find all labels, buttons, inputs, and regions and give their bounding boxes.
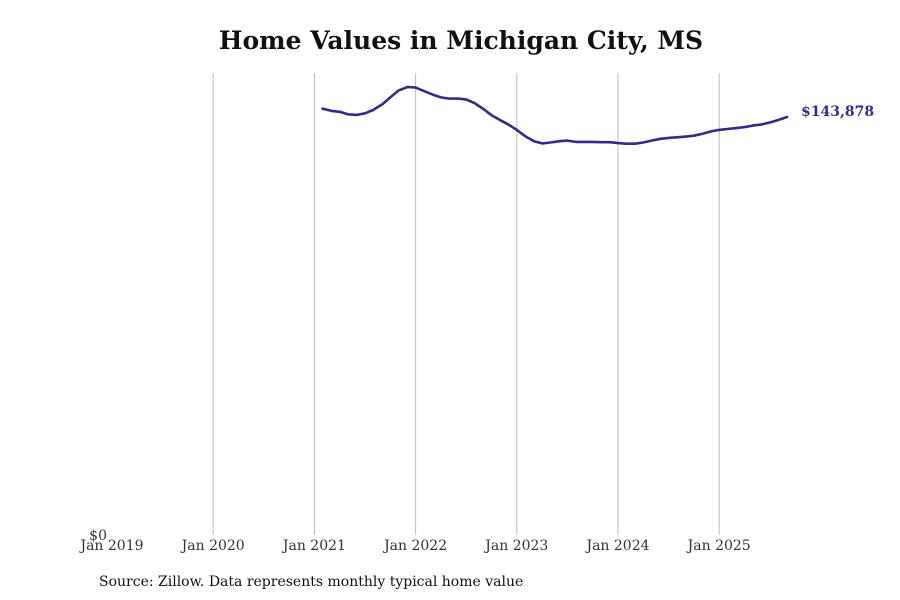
x-tick-label: Jan 2022: [382, 538, 447, 554]
series-group: [321, 85, 789, 145]
end-value-label: $143,878: [801, 104, 874, 120]
x-tick-label: Jan 2021: [281, 538, 346, 554]
series-line: [321, 85, 789, 145]
x-tick-label: Jan 2024: [584, 538, 649, 554]
x-tick-label: Jan 2019: [78, 538, 143, 554]
source-note: Source: Zillow. Data represents monthly …: [99, 574, 524, 590]
x-axis: Jan 2019 Jan 2020 Jan 2021 Jan 2022 Jan 2023…: [78, 538, 750, 554]
chart-title: Home Values in Michigan City, MS: [218, 26, 704, 55]
x-tick-label: Jan 2025: [686, 538, 751, 554]
y-axis: $0: [89, 528, 107, 544]
x-tick-label: Jan 2023: [483, 538, 548, 554]
gridlines: [212, 73, 720, 535]
y-tick-label: $0: [89, 528, 107, 544]
x-tick-label: Jan 2020: [180, 538, 245, 554]
data-labels: $143,878: [801, 104, 874, 120]
